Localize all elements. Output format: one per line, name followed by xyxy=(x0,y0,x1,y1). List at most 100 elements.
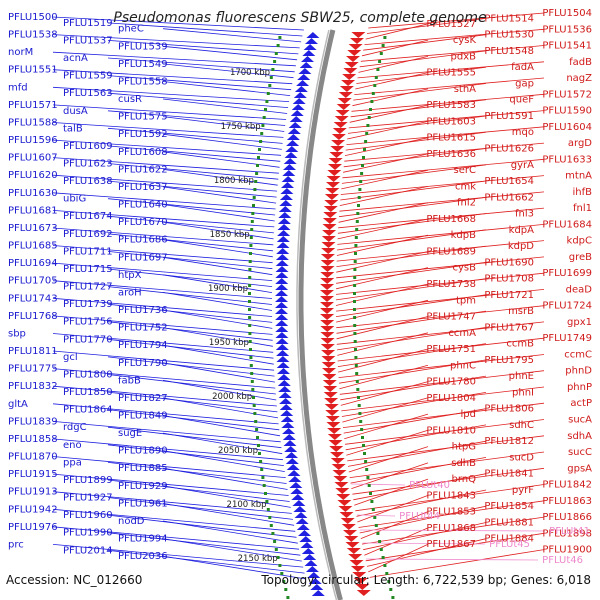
forward-label-connector xyxy=(162,204,275,222)
forward-gene-arrow xyxy=(282,428,296,434)
tick-dot xyxy=(262,484,266,487)
forward-label-connector xyxy=(107,497,293,520)
reverse-gene-label: greB xyxy=(569,252,592,263)
forward-gene-arrow xyxy=(300,542,314,548)
forward-gene-arrow xyxy=(277,224,291,230)
forward-gene-label: PFLU1551 xyxy=(8,65,58,76)
tick-dot xyxy=(266,92,270,95)
forward-gene-label: PFLU2036 xyxy=(118,551,168,562)
tick-dot xyxy=(248,268,252,271)
forward-gene-arrow xyxy=(283,158,297,164)
reverse-gene-label: PFLU1812 xyxy=(484,436,534,447)
reverse-gene-arrow xyxy=(346,56,360,62)
rna-gene-label: PFLUt46 xyxy=(542,555,583,566)
tick-dot xyxy=(265,500,269,503)
reverse-gene-arrow xyxy=(332,470,347,476)
reverse-gene-label: PFLU1747 xyxy=(426,312,476,323)
reverse-gene-label: mqo xyxy=(512,127,534,138)
forward-label-connector xyxy=(107,57,295,73)
reverse-label-connector xyxy=(341,169,429,190)
forward-gene-arrow xyxy=(310,584,324,590)
forward-gene-label: gltA xyxy=(8,399,28,410)
reverse-label-connector xyxy=(365,23,429,40)
forward-label-connector xyxy=(162,450,285,472)
reverse-gene-label: PFLU1780 xyxy=(426,377,476,388)
reverse-label-connector xyxy=(363,522,487,551)
tick-dot xyxy=(355,220,359,223)
reverse-gene-label: PFLU1843 xyxy=(426,490,476,501)
reverse-gene-arrow xyxy=(320,308,334,314)
tick-dot xyxy=(354,356,358,359)
reverse-label-connector xyxy=(338,359,487,384)
reverse-label-connector xyxy=(353,83,487,101)
reverse-gene-arrow xyxy=(333,476,348,482)
reverse-gene-label: sdhA xyxy=(567,431,592,442)
reverse-gene-arrow xyxy=(336,104,351,110)
tick-dot xyxy=(357,396,360,399)
reverse-gene-label: PFLU1555 xyxy=(426,68,476,79)
reverse-gene-label: PFLU1689 xyxy=(426,247,476,258)
forward-gene-label: PFLU1915 xyxy=(8,469,58,480)
reverse-label-connector xyxy=(368,543,429,573)
forward-gene-arrow xyxy=(276,236,290,242)
tick-dot xyxy=(361,436,364,439)
forward-gene-label: PFLU1768 xyxy=(8,311,58,322)
forward-label-connector xyxy=(107,92,289,108)
tick-dot xyxy=(365,468,369,471)
reverse-gene-arrow xyxy=(330,452,344,458)
reverse-label-connector xyxy=(338,207,545,229)
forward-label-connector xyxy=(107,22,303,37)
forward-gene-label: PFLU1827 xyxy=(118,393,168,404)
forward-gene-arrow xyxy=(304,560,318,566)
tick-dot xyxy=(248,284,252,287)
genome-backbone xyxy=(248,29,395,600)
forward-label-connector xyxy=(52,16,304,31)
reverse-gene-label: actP xyxy=(570,398,592,409)
forward-gene-label: PFLU1858 xyxy=(8,434,58,445)
tick-dot xyxy=(367,116,371,119)
reverse-label-connector xyxy=(335,272,545,295)
forward-gene-label: PFLU1592 xyxy=(118,129,168,140)
tick-dot xyxy=(373,516,377,519)
reverse-gene-arrow xyxy=(325,416,340,422)
forward-label-connector xyxy=(52,544,304,568)
reverse-label-connector xyxy=(337,343,487,367)
reverse-gene-label: gap xyxy=(515,79,534,90)
forward-gene-arrow xyxy=(275,314,289,320)
reverse-label-connector xyxy=(366,538,487,567)
forward-gene-arrow xyxy=(281,182,294,188)
reverse-label-connector xyxy=(336,251,429,273)
reverse-gene-label: PFLU1615 xyxy=(426,133,476,144)
forward-label-connector xyxy=(52,262,273,281)
reverse-gene-label: PFLU1514 xyxy=(484,13,534,24)
tick-dot xyxy=(249,348,252,351)
forward-gene-arrow xyxy=(282,170,296,176)
reverse-gene-arrow xyxy=(348,554,363,560)
reverse-gene-label: PFLU1721 xyxy=(484,290,534,301)
forward-gene-label: PFLU1976 xyxy=(8,522,58,533)
reverse-label-connector xyxy=(338,348,429,373)
reverse-label-connector xyxy=(345,424,487,451)
forward-label-connector xyxy=(52,86,290,102)
reverse-gene-label: sucD xyxy=(509,452,534,463)
forward-gene-arrow xyxy=(275,302,288,308)
reverse-gene-label: PFLU1633 xyxy=(542,154,592,165)
forward-label-connector xyxy=(162,186,277,204)
tick-dot xyxy=(353,292,356,295)
reverse-gene-label: PFLU1867 xyxy=(426,539,476,550)
reverse-gene-label: PFLU1662 xyxy=(484,192,534,203)
map-title: Pseudomonas fluorescens SBW25, complete … xyxy=(113,10,486,26)
reverse-gene-label: gpx1 xyxy=(567,317,592,328)
forward-label-connector xyxy=(52,139,282,156)
forward-gene-label: PFLU1743 xyxy=(8,293,58,304)
tick-dot xyxy=(370,500,374,503)
forward-gene-label: PFLU1609 xyxy=(63,141,113,152)
reverse-gene-arrow xyxy=(326,182,340,188)
reverse-gene-label: fnl1 xyxy=(573,203,592,214)
tick-dot xyxy=(250,228,254,231)
reverse-gene-label: pyrF xyxy=(512,485,534,496)
forward-gene-label: PFLU1549 xyxy=(118,59,168,70)
reverse-gene-label: PFLU1708 xyxy=(484,274,534,285)
tick-dot xyxy=(354,236,358,239)
reverse-label-connector xyxy=(360,511,429,539)
